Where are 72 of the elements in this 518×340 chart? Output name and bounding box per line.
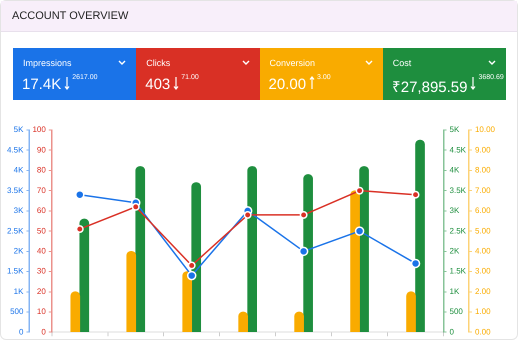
y3-tick-label: 0.00 (474, 327, 492, 336)
text: 3K (450, 206, 460, 216)
point (354, 226, 364, 236)
bar (406, 291, 416, 332)
bar (247, 166, 257, 332)
text: ACCOUNT OVERVIEW (12, 10, 128, 22)
bar (191, 182, 202, 332)
y3-tick-label: 2.00 (474, 286, 492, 296)
y3-tick-label: 9.00 (474, 145, 492, 154)
bar (238, 312, 248, 332)
bar (135, 166, 146, 332)
point (356, 186, 364, 195)
text: Cost (392, 58, 412, 68)
text: 20.00 (268, 76, 306, 93)
y-tick-label: 0 (19, 327, 24, 336)
y-tick-label: 1.5K (6, 266, 24, 276)
text: 1.5K (450, 266, 466, 276)
point (132, 202, 140, 211)
y-tick-label: 500 (10, 307, 24, 316)
y-tick-label: 1K (14, 286, 24, 296)
y2-tick-label: 70 (36, 186, 46, 195)
text: 1K (450, 286, 460, 296)
y-tick-label: 2K (14, 246, 24, 256)
y3-tick-label: 4.00 (474, 246, 492, 256)
y3-tick-label: 5.00 (474, 226, 492, 236)
y2-tick-label: 20 (36, 286, 46, 296)
y-tick-label: 3.5K (6, 186, 24, 195)
text: 500 (450, 307, 463, 316)
y2-tick-label: 50 (36, 226, 46, 236)
text: Clicks (146, 58, 170, 68)
y3-tick-label: 8.00 (474, 166, 492, 175)
y3-tick-label: 7.00 (474, 186, 492, 195)
bar (79, 218, 90, 332)
text: 2K (450, 246, 460, 256)
y2-tick-label: 100 (32, 125, 46, 134)
point (412, 190, 420, 199)
point (186, 270, 196, 280)
point (410, 258, 420, 268)
y-tick-label: 5K (14, 125, 24, 134)
y-tick-label: 3K (14, 206, 24, 216)
y3-tick-label: 3.00 (474, 266, 492, 276)
y2-tick-label: 60 (36, 206, 46, 216)
text: Conversion (270, 58, 316, 68)
y2-tick-label: 0 (41, 327, 46, 336)
point (300, 210, 308, 219)
y2-tick-label: 90 (36, 145, 46, 154)
point (188, 262, 196, 270)
point (298, 246, 308, 256)
y-tick-label: 2.5K (6, 226, 24, 236)
y2-tick-label: 10 (36, 307, 46, 316)
bar (294, 312, 304, 332)
text: Impressions (23, 58, 72, 68)
y3-tick-label: 6.00 (474, 206, 492, 216)
y3-tick-label: 1.00 (474, 307, 492, 316)
text: 3.5K (450, 186, 466, 195)
text: 4.5K (450, 145, 466, 154)
y-tick-label: 4K (14, 166, 24, 175)
y-tick-label: 4.5K (6, 145, 24, 154)
text: 5K (450, 125, 460, 134)
text: 2.5K (450, 226, 466, 236)
bar (303, 174, 313, 332)
bar (415, 140, 425, 332)
y2-tick-label: 80 (36, 166, 46, 175)
text: 0 (450, 327, 454, 336)
text: 403 (145, 76, 170, 93)
text: 17.4K (22, 76, 62, 93)
text: 4K (450, 166, 460, 175)
point (244, 210, 252, 219)
y2-tick-label: 30 (36, 266, 46, 276)
text: ₹27,895.59 (392, 78, 468, 96)
y3-tick-label: 10.00 (474, 125, 496, 134)
y2-tick-label: 40 (36, 246, 46, 256)
